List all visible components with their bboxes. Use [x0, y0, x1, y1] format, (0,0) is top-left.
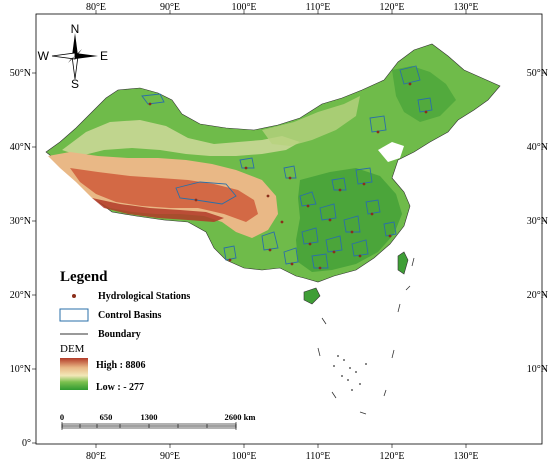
hainan-island — [303, 287, 321, 305]
compass-rose — [51, 33, 98, 80]
compass-north-arrow — [72, 33, 78, 56]
lon-label-top-100: 100°E — [231, 2, 256, 13]
compass-diag-1 — [75, 49, 82, 56]
taiwan-island — [397, 251, 409, 275]
dem-title: DEM — [60, 343, 85, 355]
lon-label-bottom-120: 120°E — [379, 451, 404, 462]
upland-inner-mongolia — [262, 96, 360, 146]
latitude-ticks — [32, 72, 546, 444]
legend-boundary-label: Boundary — [98, 329, 141, 340]
lon-label-bottom-110: 110°E — [306, 451, 331, 462]
legend: Legend Hydrological Stations Control Bas… — [59, 269, 190, 393]
basin-symbol — [59, 308, 89, 322]
compass-w-label: W — [38, 49, 50, 63]
lon-label-bottom-80: 80°E — [86, 451, 106, 462]
station-symbol — [72, 294, 76, 298]
lat-label-left-30: 30°N — [10, 216, 31, 227]
south-sea-islands — [333, 355, 367, 391]
compass-east-arrow — [75, 53, 98, 59]
compass-e-label: E — [100, 49, 108, 63]
eastern-lowlands — [296, 168, 402, 272]
lon-label-bottom-100: 100°E — [231, 451, 256, 462]
lat-label-left-10: 10°N — [10, 364, 31, 375]
lat-label-right-30: 30°N — [527, 216, 548, 227]
lat-label-right-40: 40°N — [527, 142, 548, 153]
south-sea-boundary — [317, 257, 415, 415]
compass-n-label: N — [71, 22, 80, 36]
hydrological-stations — [148, 82, 428, 270]
dem-low-label: Low : - 277 — [96, 382, 144, 393]
lon-label-top-130: 130°E — [453, 2, 478, 13]
upland-north — [62, 120, 300, 156]
control-basins — [141, 65, 433, 269]
scale-label-650: 650 — [100, 412, 113, 422]
lat-label-left-20: 20°N — [10, 290, 31, 301]
lon-label-top-80: 80°E — [86, 2, 106, 13]
lon-label-bottom-130: 130°E — [453, 451, 478, 462]
lat-label-left-50: 50°N — [10, 68, 31, 79]
legend-basins-label: Control Basins — [98, 310, 162, 321]
dem-high-label: High : 8806 — [96, 360, 145, 371]
lat-label-left-40: 40°N — [10, 142, 31, 153]
compass-diag-2 — [68, 56, 75, 63]
longitude-ticks — [95, 10, 467, 448]
lat-label-right-20: 20°N — [527, 290, 548, 301]
lat-label-left-0: 0° — [22, 438, 31, 449]
lon-label-top-110: 110°E — [306, 2, 331, 13]
compass-s-label: S — [71, 77, 79, 91]
dem-color-ramp — [60, 358, 88, 390]
himalaya-ridge — [92, 198, 224, 222]
scale-bar — [61, 422, 237, 430]
lon-label-top-90: 90°E — [160, 2, 180, 13]
plateau-high — [70, 168, 258, 222]
northeast-plain — [392, 66, 456, 122]
legend-title: Legend — [60, 269, 108, 285]
lon-label-bottom-90: 90°E — [160, 451, 180, 462]
lon-label-top-120: 120°E — [379, 2, 404, 13]
legend-stations-label: Hydrological Stations — [98, 291, 190, 302]
lat-label-right-50: 50°N — [527, 68, 548, 79]
bohai-sea — [378, 142, 404, 162]
lat-label-right-10: 10°N — [527, 364, 548, 375]
scale-label-0: 0 — [60, 412, 64, 422]
scale-label-2600: 2600 km — [225, 412, 256, 422]
scale-label-1300: 1300 — [141, 412, 158, 422]
